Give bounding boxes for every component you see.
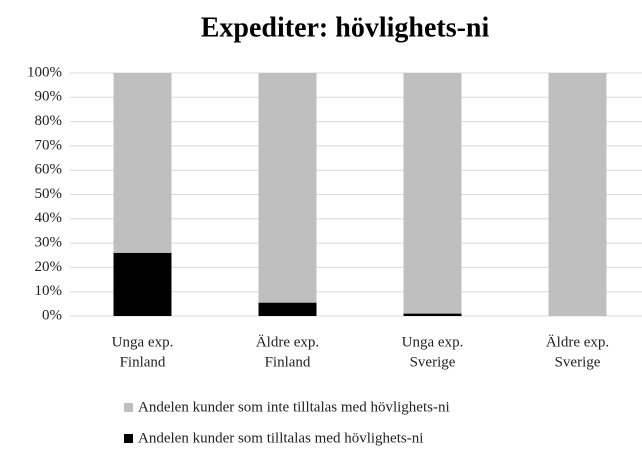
y-tick-label: 50% bbox=[35, 186, 63, 202]
legend-label: Andelen kunder som inte tilltalas med hö… bbox=[138, 399, 450, 415]
legend-swatch bbox=[124, 434, 133, 443]
x-tick-label: Finland bbox=[120, 354, 166, 370]
x-tick-label: Sverige bbox=[555, 354, 601, 370]
y-tick-label: 80% bbox=[35, 113, 63, 129]
y-tick-label: 40% bbox=[35, 210, 63, 226]
bar-segment bbox=[113, 252, 172, 316]
x-tick-label: Unga exp. bbox=[112, 334, 174, 350]
legend-label: Andelen kunder som tilltalas med hövligh… bbox=[138, 430, 423, 446]
y-tick-label: 20% bbox=[35, 259, 63, 275]
bar-segment bbox=[258, 302, 317, 316]
bar-segment bbox=[403, 73, 462, 314]
y-tick-label: 10% bbox=[35, 283, 63, 299]
y-tick-label: 100% bbox=[27, 64, 62, 80]
x-tick-label: Äldre exp. bbox=[546, 333, 609, 350]
bar-segment bbox=[113, 73, 172, 253]
y-tick-label: 70% bbox=[35, 137, 63, 153]
y-tick-label: 90% bbox=[35, 89, 63, 105]
y-tick-label: 60% bbox=[35, 162, 63, 178]
chart-title: Expediter: hövlighets-ni bbox=[201, 12, 490, 43]
legend-swatch bbox=[124, 403, 133, 412]
x-tick-label: Äldre exp. bbox=[256, 333, 319, 350]
bar-segment bbox=[548, 73, 607, 316]
y-tick-label: 0% bbox=[42, 307, 62, 323]
x-tick-label: Sverige bbox=[410, 354, 456, 370]
bar-segment bbox=[403, 313, 462, 316]
x-tick-label: Finland bbox=[265, 354, 311, 370]
y-tick-label: 30% bbox=[35, 235, 63, 251]
x-tick-label: Unga exp. bbox=[402, 334, 464, 350]
bar-segment bbox=[258, 73, 317, 303]
